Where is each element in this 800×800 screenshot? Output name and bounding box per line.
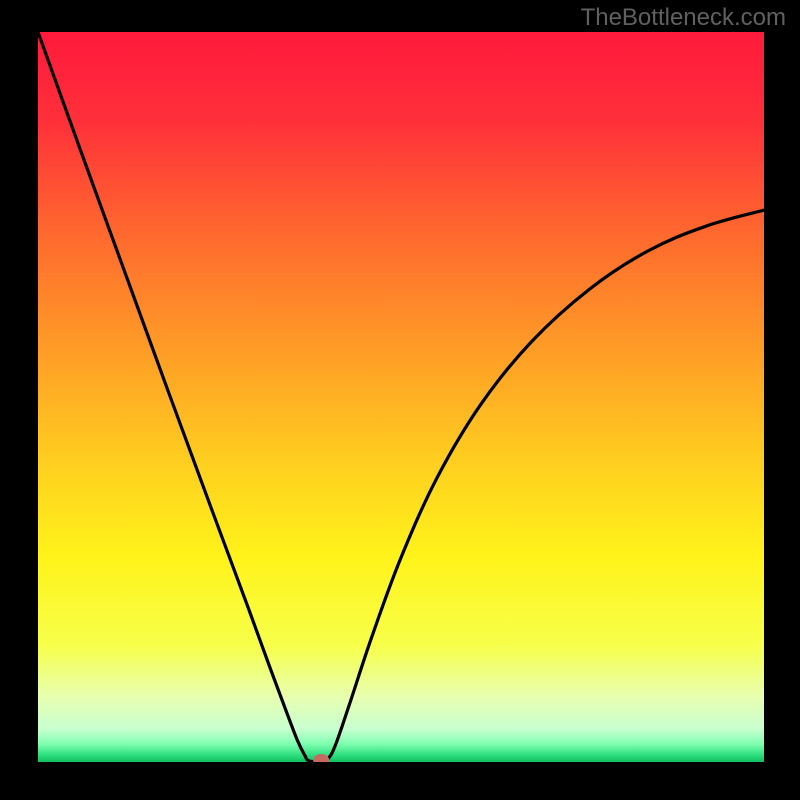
watermark-text: TheBottleneck.com	[581, 4, 786, 32]
plot-svg	[38, 32, 764, 762]
gradient-background	[38, 32, 764, 762]
chart-container: TheBottleneck.com	[0, 0, 800, 800]
plot-area	[38, 32, 764, 762]
